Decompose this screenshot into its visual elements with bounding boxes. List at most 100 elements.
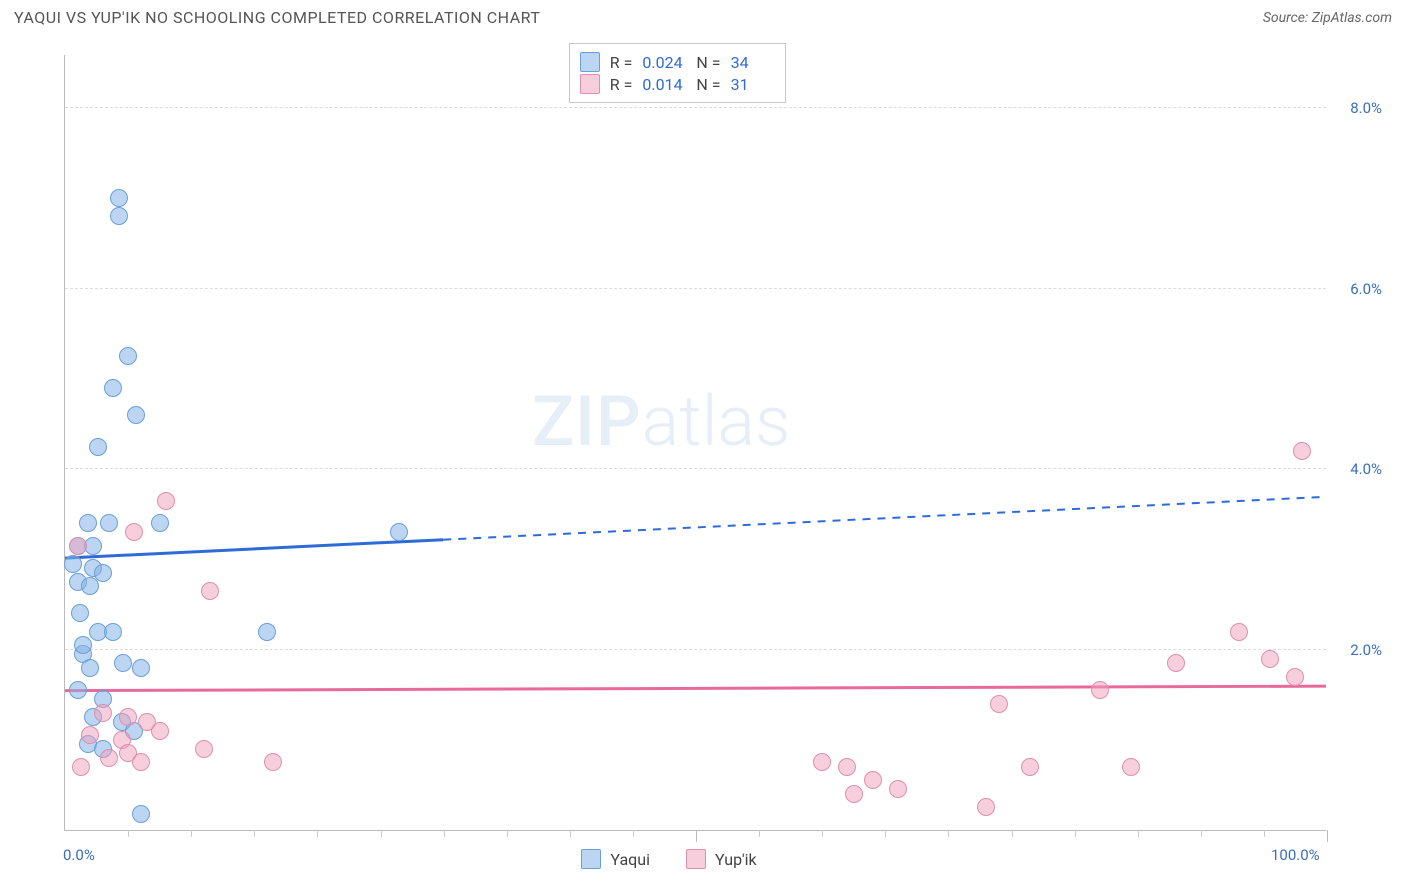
data-point (151, 514, 169, 532)
data-point (195, 740, 213, 758)
x-tick-minor (1075, 830, 1076, 837)
y-tick-label: 4.0% (1350, 460, 1382, 478)
data-point (119, 708, 137, 726)
data-point (1293, 442, 1311, 460)
x-tick-minor (822, 830, 823, 837)
legend-N-label: N = (696, 53, 720, 72)
data-point (81, 659, 99, 677)
legend-swatch (581, 849, 601, 869)
x-tick-minor (633, 830, 634, 837)
x-tick-minor (1138, 830, 1139, 837)
x-tick-minor (570, 830, 571, 837)
data-point (264, 753, 282, 771)
legend-N-value: 34 (731, 53, 775, 72)
data-point (390, 523, 408, 541)
data-point (69, 681, 87, 699)
data-point (1261, 650, 1279, 668)
x-tick-label: 0.0% (63, 846, 95, 864)
data-point (104, 379, 122, 397)
x-tick-minor (128, 830, 129, 837)
x-tick-minor (317, 830, 318, 837)
gridline (65, 107, 1326, 108)
data-point (127, 406, 145, 424)
legend-swatch (580, 74, 600, 94)
gridline (65, 649, 1326, 650)
data-point (125, 523, 143, 541)
x-tick-minor (444, 830, 445, 837)
data-point (813, 753, 831, 771)
data-point (64, 555, 82, 573)
chart-header: YAQUI VS YUP'IK NO SCHOOLING COMPLETED C… (0, 0, 1406, 31)
data-point (132, 659, 150, 677)
data-point (132, 753, 150, 771)
data-point (889, 780, 907, 798)
x-tick-minor (381, 830, 382, 837)
data-point (990, 695, 1008, 713)
data-point (201, 582, 219, 600)
source-label: Source: ZipAtlas.com (1263, 10, 1392, 26)
data-point (119, 347, 137, 365)
legend-row: R =0.014N =31 (580, 74, 775, 94)
data-point (74, 636, 92, 654)
series-legend-item: Yaqui (581, 849, 650, 869)
data-point (1091, 681, 1109, 699)
x-tick-minor (885, 830, 886, 837)
y-tick-label: 6.0% (1350, 280, 1382, 298)
plot-region: ZIPatlas 2.0%4.0%6.0%8.0%0.0%100.0% (64, 55, 1326, 831)
data-point (157, 492, 175, 510)
x-tick-label: 100.0% (1271, 846, 1320, 864)
watermark-atlas: atlas (642, 381, 791, 463)
x-tick-minor (254, 830, 255, 837)
data-point (1167, 654, 1185, 672)
data-point (977, 798, 995, 816)
gridline (65, 468, 1326, 469)
data-point (1021, 758, 1039, 776)
series-legend-label: Yaqui (610, 850, 650, 869)
x-tick-minor (1012, 830, 1013, 837)
x-tick-minor (191, 830, 192, 837)
data-point (79, 514, 97, 532)
data-point (845, 785, 863, 803)
trend-lines (65, 55, 1326, 830)
y-tick-label: 2.0% (1350, 641, 1382, 659)
data-point (864, 771, 882, 789)
legend-N-label: N = (696, 75, 720, 94)
gridline (65, 288, 1326, 289)
data-point (1286, 668, 1304, 686)
x-tick-major (1327, 830, 1328, 842)
correlation-legend: R =0.024N =34R =0.014N =31 (569, 43, 786, 103)
legend-swatch (580, 52, 600, 72)
x-tick-major (696, 830, 697, 842)
x-tick-minor (759, 830, 760, 837)
series-legend: Yaqui Yup'ik (581, 849, 756, 869)
legend-R-label: R = (610, 75, 633, 94)
data-point (110, 207, 128, 225)
data-point (69, 537, 87, 555)
data-point (81, 577, 99, 595)
data-point (71, 604, 89, 622)
data-point (1122, 758, 1140, 776)
data-point (1230, 623, 1248, 641)
chart-title: YAQUI VS YUP'IK NO SCHOOLING COMPLETED C… (14, 8, 540, 27)
y-tick-label: 8.0% (1350, 99, 1382, 117)
x-tick-minor (1264, 830, 1265, 837)
data-point (104, 623, 122, 641)
series-legend-label: Yup'ik (715, 850, 757, 869)
data-point (100, 749, 118, 767)
x-tick-minor (948, 830, 949, 837)
data-point (89, 438, 107, 456)
data-point (258, 623, 276, 641)
series-legend-item: Yup'ik (686, 849, 757, 869)
data-point (110, 189, 128, 207)
legend-row: R = 0.024 N = 34 (580, 52, 775, 72)
watermark-zip: ZIP (532, 381, 642, 463)
watermark: ZIPatlas (532, 381, 791, 463)
data-point (838, 758, 856, 776)
legend-R-value: 0.024 (642, 53, 686, 72)
data-point (72, 758, 90, 776)
legend-N-value: 31 (731, 75, 775, 94)
legend-R-label: R = (610, 53, 633, 72)
data-point (100, 514, 118, 532)
data-point (114, 654, 132, 672)
data-point (81, 726, 99, 744)
